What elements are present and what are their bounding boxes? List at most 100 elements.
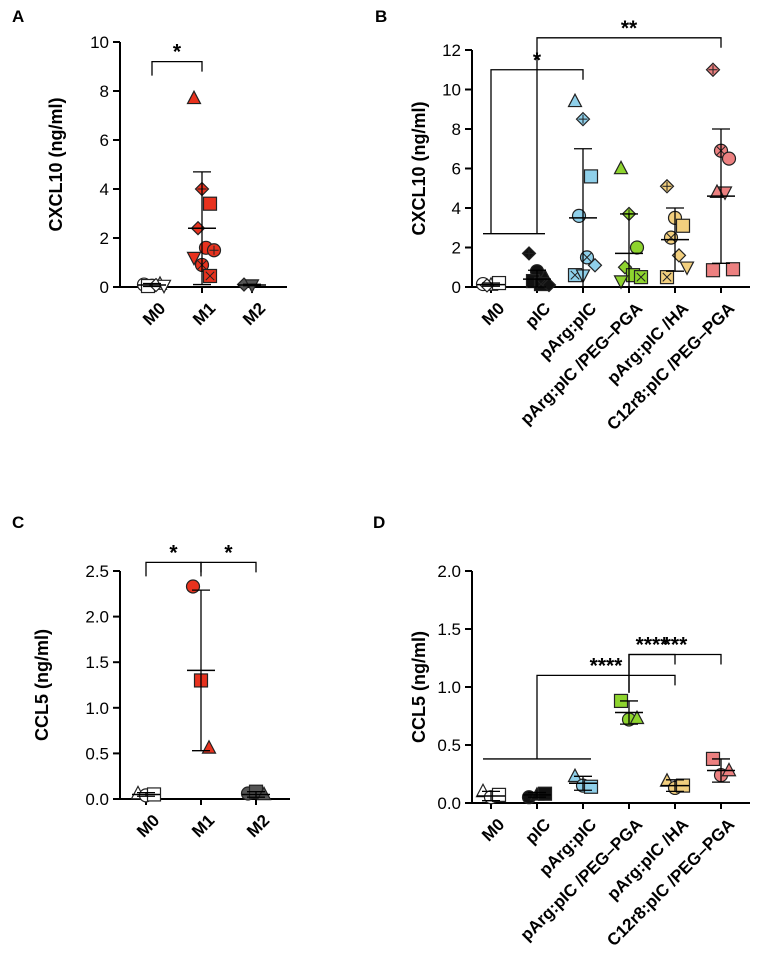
y-tick-label: 6: [100, 131, 109, 150]
y-tick-label: 2: [100, 229, 109, 248]
panel-C: C CCL5 (ng/ml) 0.0 0.5 1.0 1.5 2.0 2.5 M0 M1 M2 * *: [12, 513, 290, 841]
group-2: [240, 784, 272, 801]
y-tick-label: 0.0: [85, 790, 109, 809]
data-point: [491, 787, 507, 802]
y-tick-label: 4: [452, 199, 461, 218]
x-category-label: M1: [188, 811, 218, 841]
group-0: [136, 275, 172, 294]
significance-bracket: ***: [628, 634, 722, 693]
data-point: [675, 218, 691, 233]
group-3: [613, 693, 645, 727]
panel-letter: B: [375, 7, 387, 26]
data-point: [583, 169, 599, 184]
group-4: [659, 178, 695, 285]
data-point: [659, 178, 675, 194]
data-point: [613, 160, 629, 175]
data-point: [186, 89, 202, 105]
data-point: [725, 262, 741, 277]
data-point: [186, 251, 202, 267]
x-category-label: M0: [139, 299, 169, 329]
data-point: [202, 268, 218, 284]
panel-letter: C: [12, 513, 24, 532]
data-point: [705, 62, 721, 78]
data-point: [633, 270, 649, 285]
data-point: [583, 779, 599, 794]
significance-bracket: **: [536, 17, 722, 234]
group-2: [567, 92, 603, 288]
significance-label: *: [169, 541, 178, 564]
x-category-label: M2: [239, 299, 269, 329]
data-point: [206, 243, 222, 258]
y-tick-label: 0.0: [437, 794, 461, 813]
significance-label: *: [224, 541, 233, 564]
y-tick-label: 0.5: [437, 736, 461, 755]
group-1: [185, 579, 217, 754]
y-tick-label: 2.5: [85, 562, 109, 581]
y-tick-label: 10: [442, 81, 461, 100]
y-tick-label: 0: [100, 278, 109, 297]
x-category-label: pArg:pIC /HA: [603, 815, 692, 904]
y-tick-label: 1.5: [437, 620, 461, 639]
x-category-label: M0: [133, 811, 163, 841]
group-1: [186, 89, 222, 286]
group-5: [705, 62, 741, 278]
x-category-label: pIC: [522, 815, 555, 848]
x-category-label: pArg:pIC /HA: [603, 299, 692, 388]
group-2: [236, 277, 266, 294]
y-axis-label: CXCL10 (ng/ml): [46, 97, 66, 231]
significance-label: *: [173, 41, 182, 64]
data-point: [679, 261, 695, 276]
group-5: [705, 751, 737, 783]
group-3: [613, 160, 649, 290]
panel-letter: A: [12, 7, 24, 26]
group-1: [521, 246, 557, 293]
y-tick-label: 0.5: [85, 744, 109, 763]
y-tick-label: 2.0: [85, 608, 109, 627]
x-category-label: M0: [478, 299, 508, 329]
data-point: [202, 196, 218, 211]
significance-label: ****: [636, 634, 670, 657]
data-point: [717, 186, 733, 201]
y-axis-label: CCL5 (ng/ml): [32, 629, 52, 741]
data-point: [587, 257, 603, 273]
y-tick-label: 12: [442, 41, 461, 60]
significance-bracket: *: [145, 541, 202, 577]
y-tick-label: 2.0: [437, 562, 461, 581]
y-tick-label: 8: [100, 82, 109, 101]
data-point: [613, 275, 629, 290]
significance-label: ****: [590, 654, 624, 677]
data-point: [185, 579, 201, 594]
group-4: [659, 772, 691, 796]
y-tick-label: 1.5: [85, 653, 109, 672]
data-point: [521, 246, 537, 261]
group-0: [475, 782, 507, 805]
data-point: [579, 250, 595, 265]
data-point: [721, 762, 737, 777]
group-0: [475, 275, 507, 293]
panel-A: A CXCL10 (ng/ml) 0 2 4 6 8 10 M0 M1 M2 *: [12, 7, 287, 329]
x-category-label: pIC: [522, 299, 555, 332]
x-category-label: M2: [243, 811, 273, 841]
data-point: [663, 230, 679, 245]
y-tick-label: 1.0: [437, 678, 461, 697]
data-point: [629, 240, 645, 255]
data-point: [567, 767, 583, 783]
x-category-label: M0: [478, 815, 508, 845]
group-2: [567, 767, 599, 794]
significance-bracket: ****: [536, 654, 676, 759]
significance-label: ***: [663, 634, 688, 657]
panel-letter: D: [373, 513, 385, 532]
y-tick-label: 8: [452, 120, 461, 139]
data-point: [721, 151, 737, 166]
data-point: [571, 208, 587, 223]
data-point: [541, 277, 557, 293]
y-tick-label: 0: [452, 278, 461, 297]
y-axis-label: CCL5 (ng/ml): [409, 631, 429, 743]
data-point: [575, 111, 591, 127]
group-0: [130, 785, 162, 803]
data-point: [705, 263, 721, 278]
data-point: [567, 92, 583, 108]
y-tick-label: 6: [452, 160, 461, 179]
